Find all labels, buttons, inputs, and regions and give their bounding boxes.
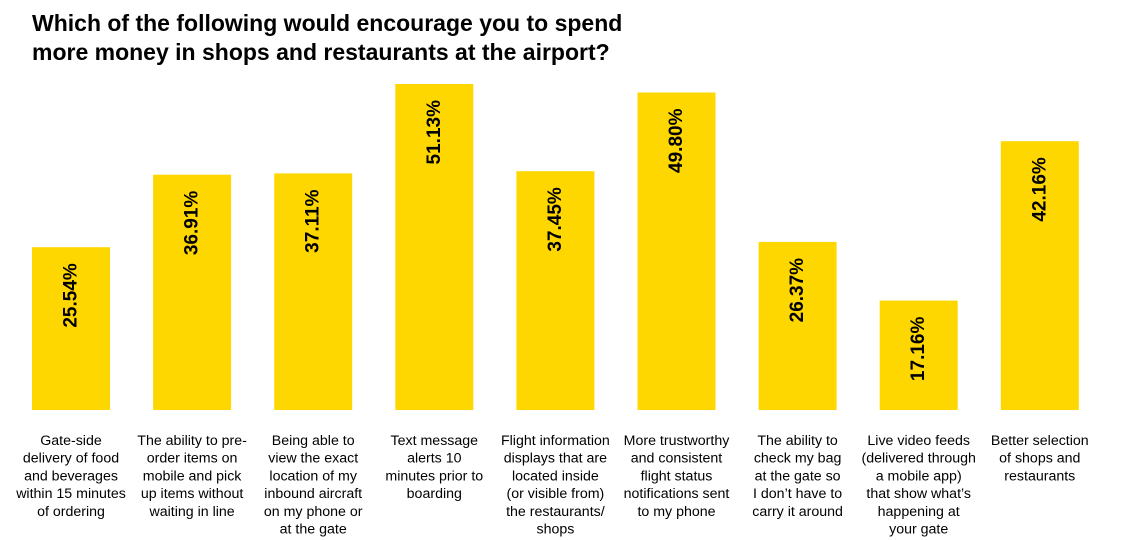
category-label-3: Being able to view the exact location of m…: [264, 433, 363, 538]
bar-value-label-5: 37.45%: [545, 187, 566, 252]
bar-4: [395, 84, 474, 410]
bar-1: [32, 247, 110, 410]
bar-9: [1000, 141, 1079, 410]
chart-title-line-2: more money in shops and restaurants at t…: [32, 39, 610, 65]
bar-value-label-7: 26.37%: [787, 258, 808, 323]
bar-value-label-8: 17.16%: [908, 317, 929, 382]
category-label-6: More trustworthy and consistent flight sta…: [624, 433, 731, 520]
bar-value-label-1: 25.54%: [61, 263, 82, 328]
bar-7: [758, 241, 837, 410]
category-label-7: The ability to check my bag at the gate so…: [752, 433, 843, 520]
category-label-8: Live video feeds (delivered through a mobi…: [862, 433, 976, 538]
category-label-1: Gate-side delivery of food and beverages wi…: [15, 433, 126, 520]
bar-5: [516, 171, 595, 410]
chart-title-line-1: Which of the following would encourage y…: [32, 10, 623, 36]
category-label-4: Text message alerts 10 minutes prior to boa…: [385, 433, 483, 502]
category-label-5: Flight information displays that are locat…: [501, 433, 610, 538]
category-label-9: Better selection of shops and restaurants: [991, 433, 1089, 484]
chart-title: Which of the following would encourage y…: [32, 9, 792, 67]
bar-3: [274, 173, 353, 410]
bar-value-label-9: 42.16%: [1029, 157, 1050, 222]
bar-6: [637, 92, 716, 410]
bar-value-label-3: 37.11%: [303, 189, 324, 252]
bar-value-label-4: 51.13%: [424, 100, 445, 165]
bar-8: [879, 300, 958, 410]
bar-value-label-6: 49.80%: [666, 108, 687, 173]
bar-2: [153, 174, 232, 410]
category-label-2: The ability to pre-order items on mobile …: [137, 433, 247, 520]
bar-value-label-2: 36.91%: [182, 191, 203, 256]
